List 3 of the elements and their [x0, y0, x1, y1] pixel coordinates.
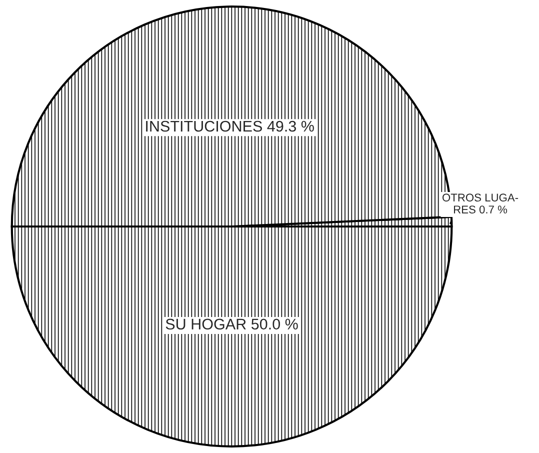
slice-label: INSTITUCIONES 49.3 %: [146, 120, 314, 132]
slice-label: OTROS LUGA- RES 0.7 %: [442, 194, 518, 214]
slice-label: SU HOGAR 50.0 %: [166, 318, 298, 330]
